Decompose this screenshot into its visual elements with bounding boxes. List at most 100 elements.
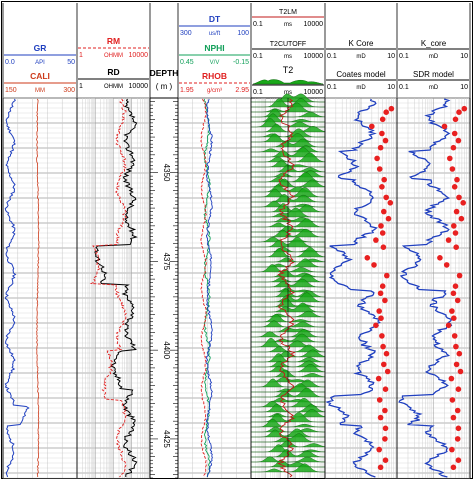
curve-min: 1.95 xyxy=(180,87,194,94)
kcore-point xyxy=(445,322,452,329)
T2-spectrum xyxy=(251,108,326,118)
curve-min: 0.1 xyxy=(253,21,263,28)
kcore-point xyxy=(387,200,394,206)
kcore-point xyxy=(455,425,462,432)
T2-spectrum xyxy=(251,258,325,268)
depth-tick-label: 4400 xyxy=(162,341,171,359)
curve-min: 0.1 xyxy=(399,53,409,60)
kcore-point xyxy=(379,184,385,190)
T2-spectrum xyxy=(251,236,325,243)
T2-spectrum xyxy=(251,247,326,258)
curve-name-CALI: CALI xyxy=(30,71,50,81)
kcore-point xyxy=(373,237,379,243)
kcore-point xyxy=(377,414,384,421)
curve-unit: us/ft xyxy=(209,31,221,37)
kcore-point xyxy=(454,436,461,442)
kcore-point xyxy=(382,386,389,393)
T2-spectrum xyxy=(251,152,326,163)
kcore-point xyxy=(374,155,380,162)
curve-max: -0.15 xyxy=(233,59,249,66)
T2-spectrum xyxy=(251,403,326,413)
RD-curve xyxy=(94,98,138,477)
SDR-curve xyxy=(398,98,453,478)
curve-unit: API xyxy=(35,60,45,66)
kcore-point xyxy=(364,254,371,261)
DT-curve xyxy=(205,98,214,478)
curve-name-kcore: K Core xyxy=(349,39,374,48)
kcore-point xyxy=(380,244,387,250)
kcore-point xyxy=(381,176,388,183)
kcore-point xyxy=(384,368,391,375)
curve-unit: mD xyxy=(356,54,366,60)
curve-unit: g/cm³ xyxy=(207,88,222,94)
kcore-point xyxy=(379,283,386,290)
T2-spectrum xyxy=(251,98,325,108)
curve-max: 10000 xyxy=(304,21,324,28)
kcore-point xyxy=(379,230,386,236)
kcore-point xyxy=(449,397,456,403)
T2-spectrum xyxy=(251,273,326,283)
curve-min: 150 xyxy=(5,87,17,94)
kcore-point xyxy=(382,457,389,464)
curve-name-model: SDR model xyxy=(413,70,454,79)
curve-unit: ms xyxy=(284,54,292,60)
kcore-point xyxy=(457,368,464,375)
kcore-point xyxy=(383,109,390,115)
curve-unit: ms xyxy=(284,22,292,28)
kcore-point xyxy=(382,425,389,432)
curve-name-kcore: K_core xyxy=(421,39,447,48)
T2-spectrum xyxy=(251,426,325,433)
curve-name-model: Coates model xyxy=(336,70,386,79)
kcore-point xyxy=(460,200,467,206)
kcore-point xyxy=(451,130,458,137)
kcore-point xyxy=(380,343,386,350)
kcore-point xyxy=(437,254,443,261)
kcore-point xyxy=(458,215,465,222)
curve-min: 1 xyxy=(79,52,83,59)
T2-spectrum xyxy=(251,387,326,398)
kcore-point xyxy=(451,223,457,229)
T2-spectrum xyxy=(251,93,325,103)
kcore-point xyxy=(388,105,395,112)
curve-min: 0.1 xyxy=(327,53,337,60)
curve-max: 300 xyxy=(63,87,75,94)
curve-min: 0.0 xyxy=(5,59,15,66)
kcore-point xyxy=(453,361,460,368)
CALI-curve xyxy=(36,98,40,477)
kcore-point xyxy=(452,283,459,290)
curve-max: 10 xyxy=(460,53,468,60)
kcore-point xyxy=(454,297,461,304)
kcore-point xyxy=(456,272,463,279)
T2-spectrum xyxy=(251,463,325,473)
kcore-point xyxy=(450,290,457,297)
T2-legend-spectrum xyxy=(252,79,324,85)
kcore-point xyxy=(379,333,385,339)
T2-spectrum xyxy=(251,428,325,438)
kcore-point xyxy=(451,315,457,322)
T2-spectrum xyxy=(251,344,326,353)
T2-spectrum xyxy=(251,278,325,288)
curve-max: 100 xyxy=(237,30,249,37)
kcore-point xyxy=(456,350,463,357)
kcore-point xyxy=(449,308,455,314)
kcore-point xyxy=(385,215,392,222)
curve-unit: V/V xyxy=(210,60,220,66)
T2-spectrum xyxy=(251,329,325,338)
curve-min: 0.1 xyxy=(399,84,409,91)
kcore-point xyxy=(375,375,382,382)
curve-max: 10 xyxy=(460,84,468,91)
curve-unit: MM xyxy=(35,88,45,94)
curve-name-RHOB: RHOB xyxy=(202,71,227,81)
curve-name-GR: GR xyxy=(34,43,47,53)
curve-max: 10000 xyxy=(129,83,149,90)
kcore-point xyxy=(376,308,383,314)
kcore-point xyxy=(376,397,383,403)
T2-spectrum xyxy=(251,360,326,368)
kcore-point xyxy=(451,184,458,190)
kcore-point xyxy=(456,109,462,115)
curve-unit: mD xyxy=(356,85,366,91)
curve-unit: OHMM xyxy=(104,53,123,59)
kcore-point xyxy=(369,123,375,130)
curve-name-RM: RM xyxy=(107,36,120,46)
curve-min: 0.1 xyxy=(327,84,337,91)
